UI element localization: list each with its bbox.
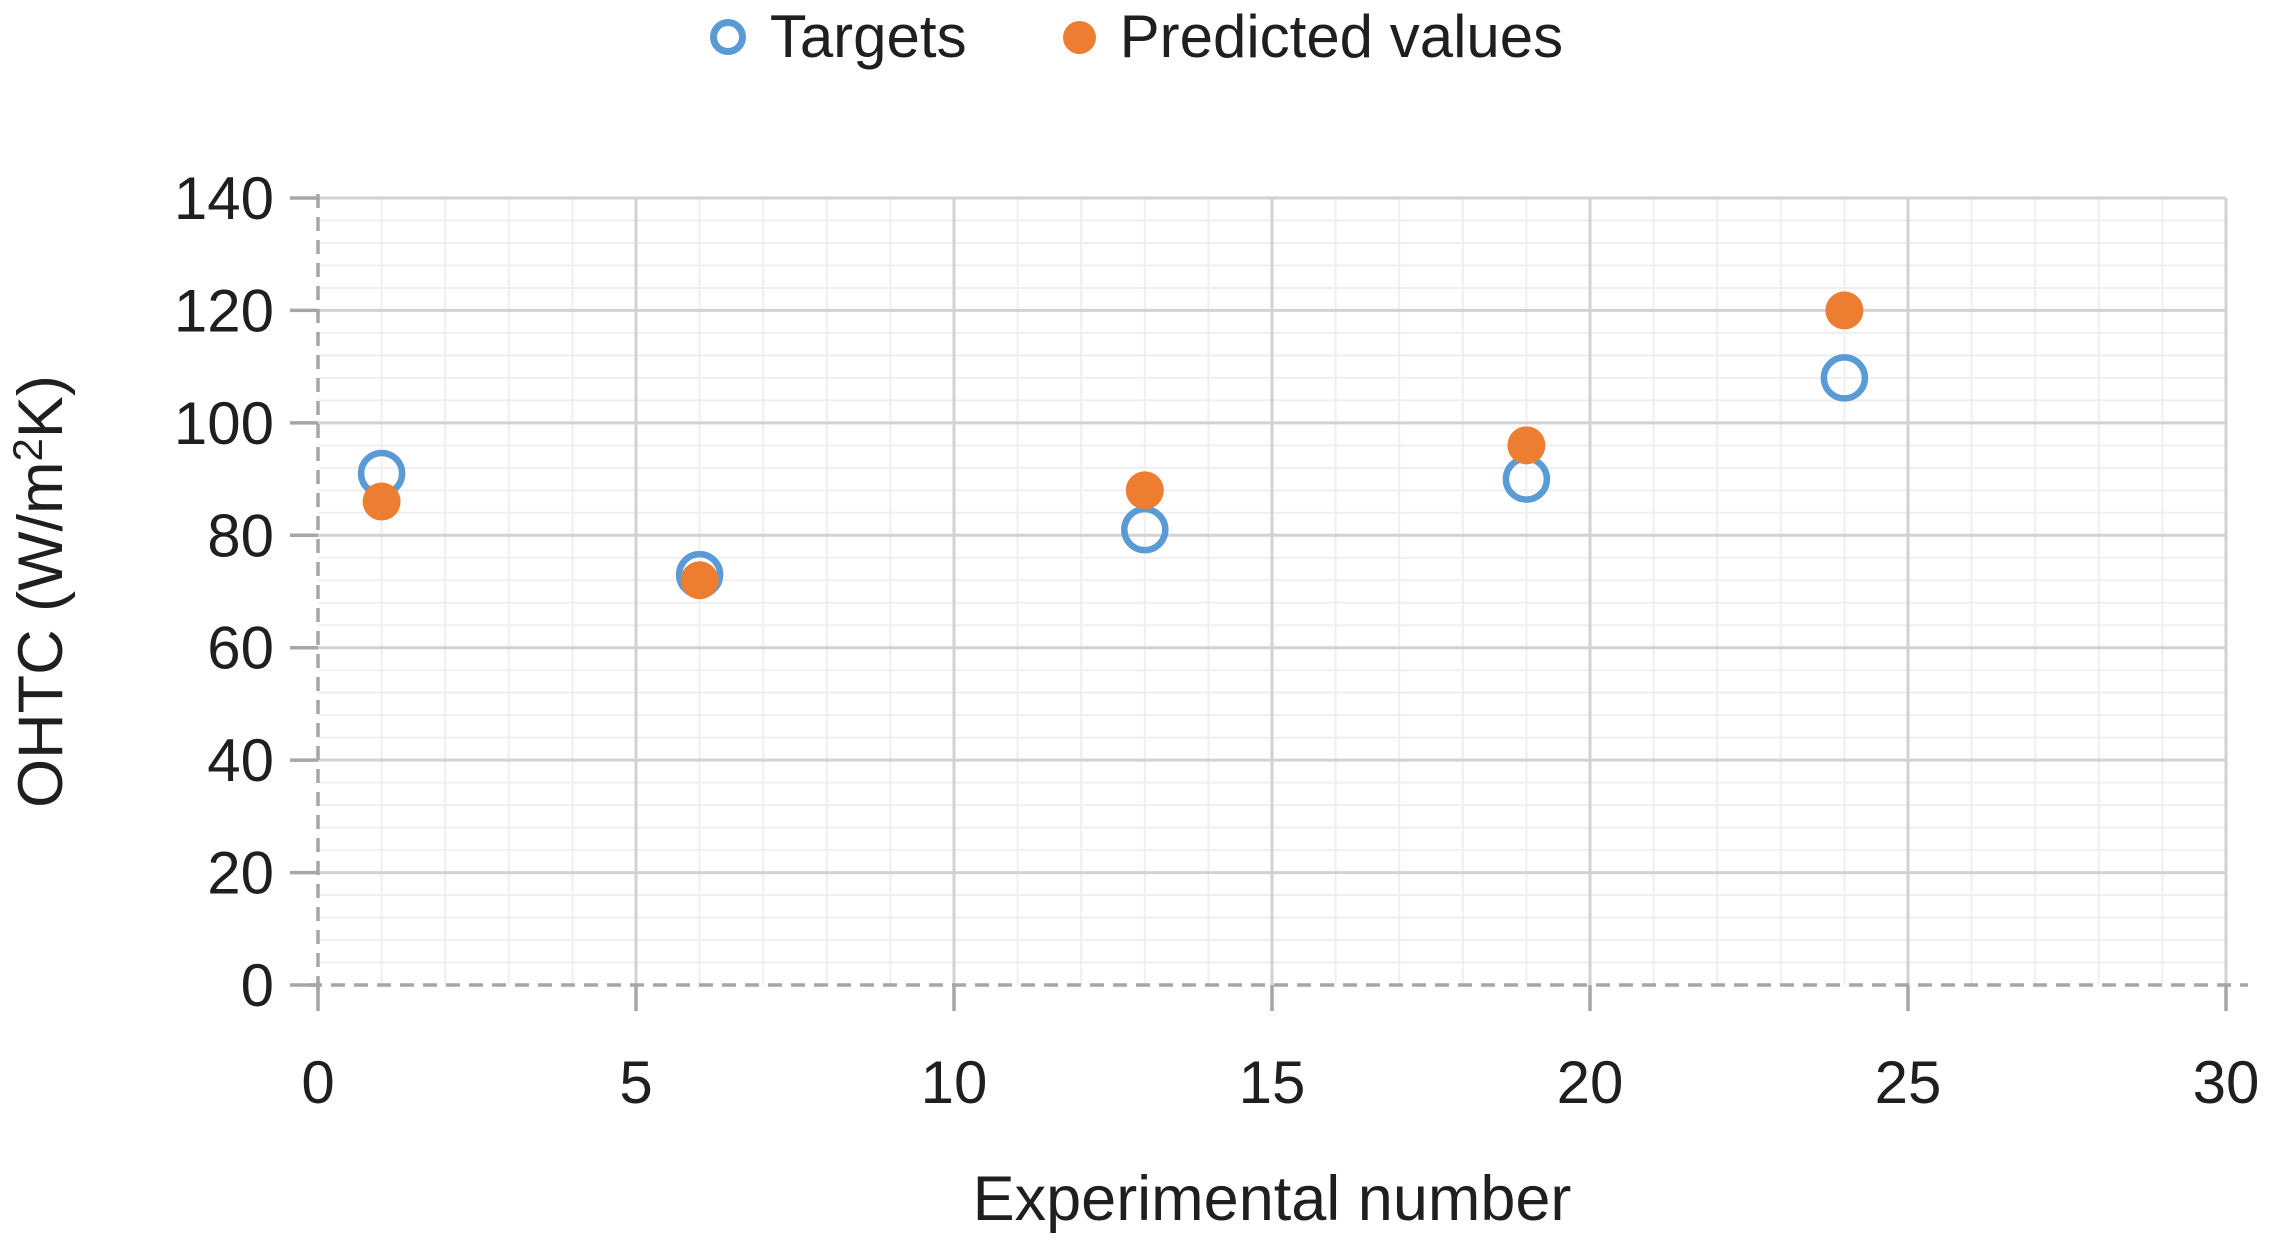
y-axis-title: OHTC (W/m2K)	[4, 375, 76, 808]
x-tick-label: 15	[1239, 1049, 1306, 1116]
legend: Targets Predicted values	[0, 4, 2273, 70]
targets-legend-marker-icon	[709, 19, 746, 55]
x-axis-title: Experimental number	[973, 1164, 1572, 1234]
y-tick-label: 100	[174, 390, 274, 457]
y-tick-label: 0	[241, 952, 274, 1019]
x-tick-label: 25	[1875, 1049, 1942, 1116]
predicted-values-point	[680, 561, 719, 600]
x-tick-label: 5	[619, 1049, 652, 1116]
predicted-values-point	[1825, 291, 1864, 330]
targets-legend-label: Targets	[769, 3, 967, 70]
x-tick-label: 0	[301, 1049, 334, 1116]
y-tick-label: 140	[174, 165, 274, 232]
x-tick-label: 20	[1557, 1049, 1624, 1116]
targets-point	[1820, 354, 1869, 402]
x-tick-label: 30	[2193, 1049, 2260, 1116]
y-tick-label: 120	[174, 277, 274, 344]
y-tick-label: 40	[207, 727, 274, 794]
y-tick-label: 60	[207, 615, 274, 682]
legend-item-predicted-values: Predicted values	[1062, 3, 1564, 70]
y-tick-label: 80	[207, 502, 274, 569]
predicted-values-point	[1507, 426, 1546, 465]
predicted-values-legend-label: Predicted values	[1119, 3, 1564, 70]
legend-item-targets: Targets	[709, 3, 967, 70]
y-tick-label: 20	[207, 840, 274, 907]
predicted-values-point	[1125, 471, 1164, 510]
predicted-values-legend-marker-icon	[1062, 20, 1096, 54]
predicted-values-point	[362, 482, 401, 521]
x-tick-label: 10	[921, 1049, 988, 1116]
